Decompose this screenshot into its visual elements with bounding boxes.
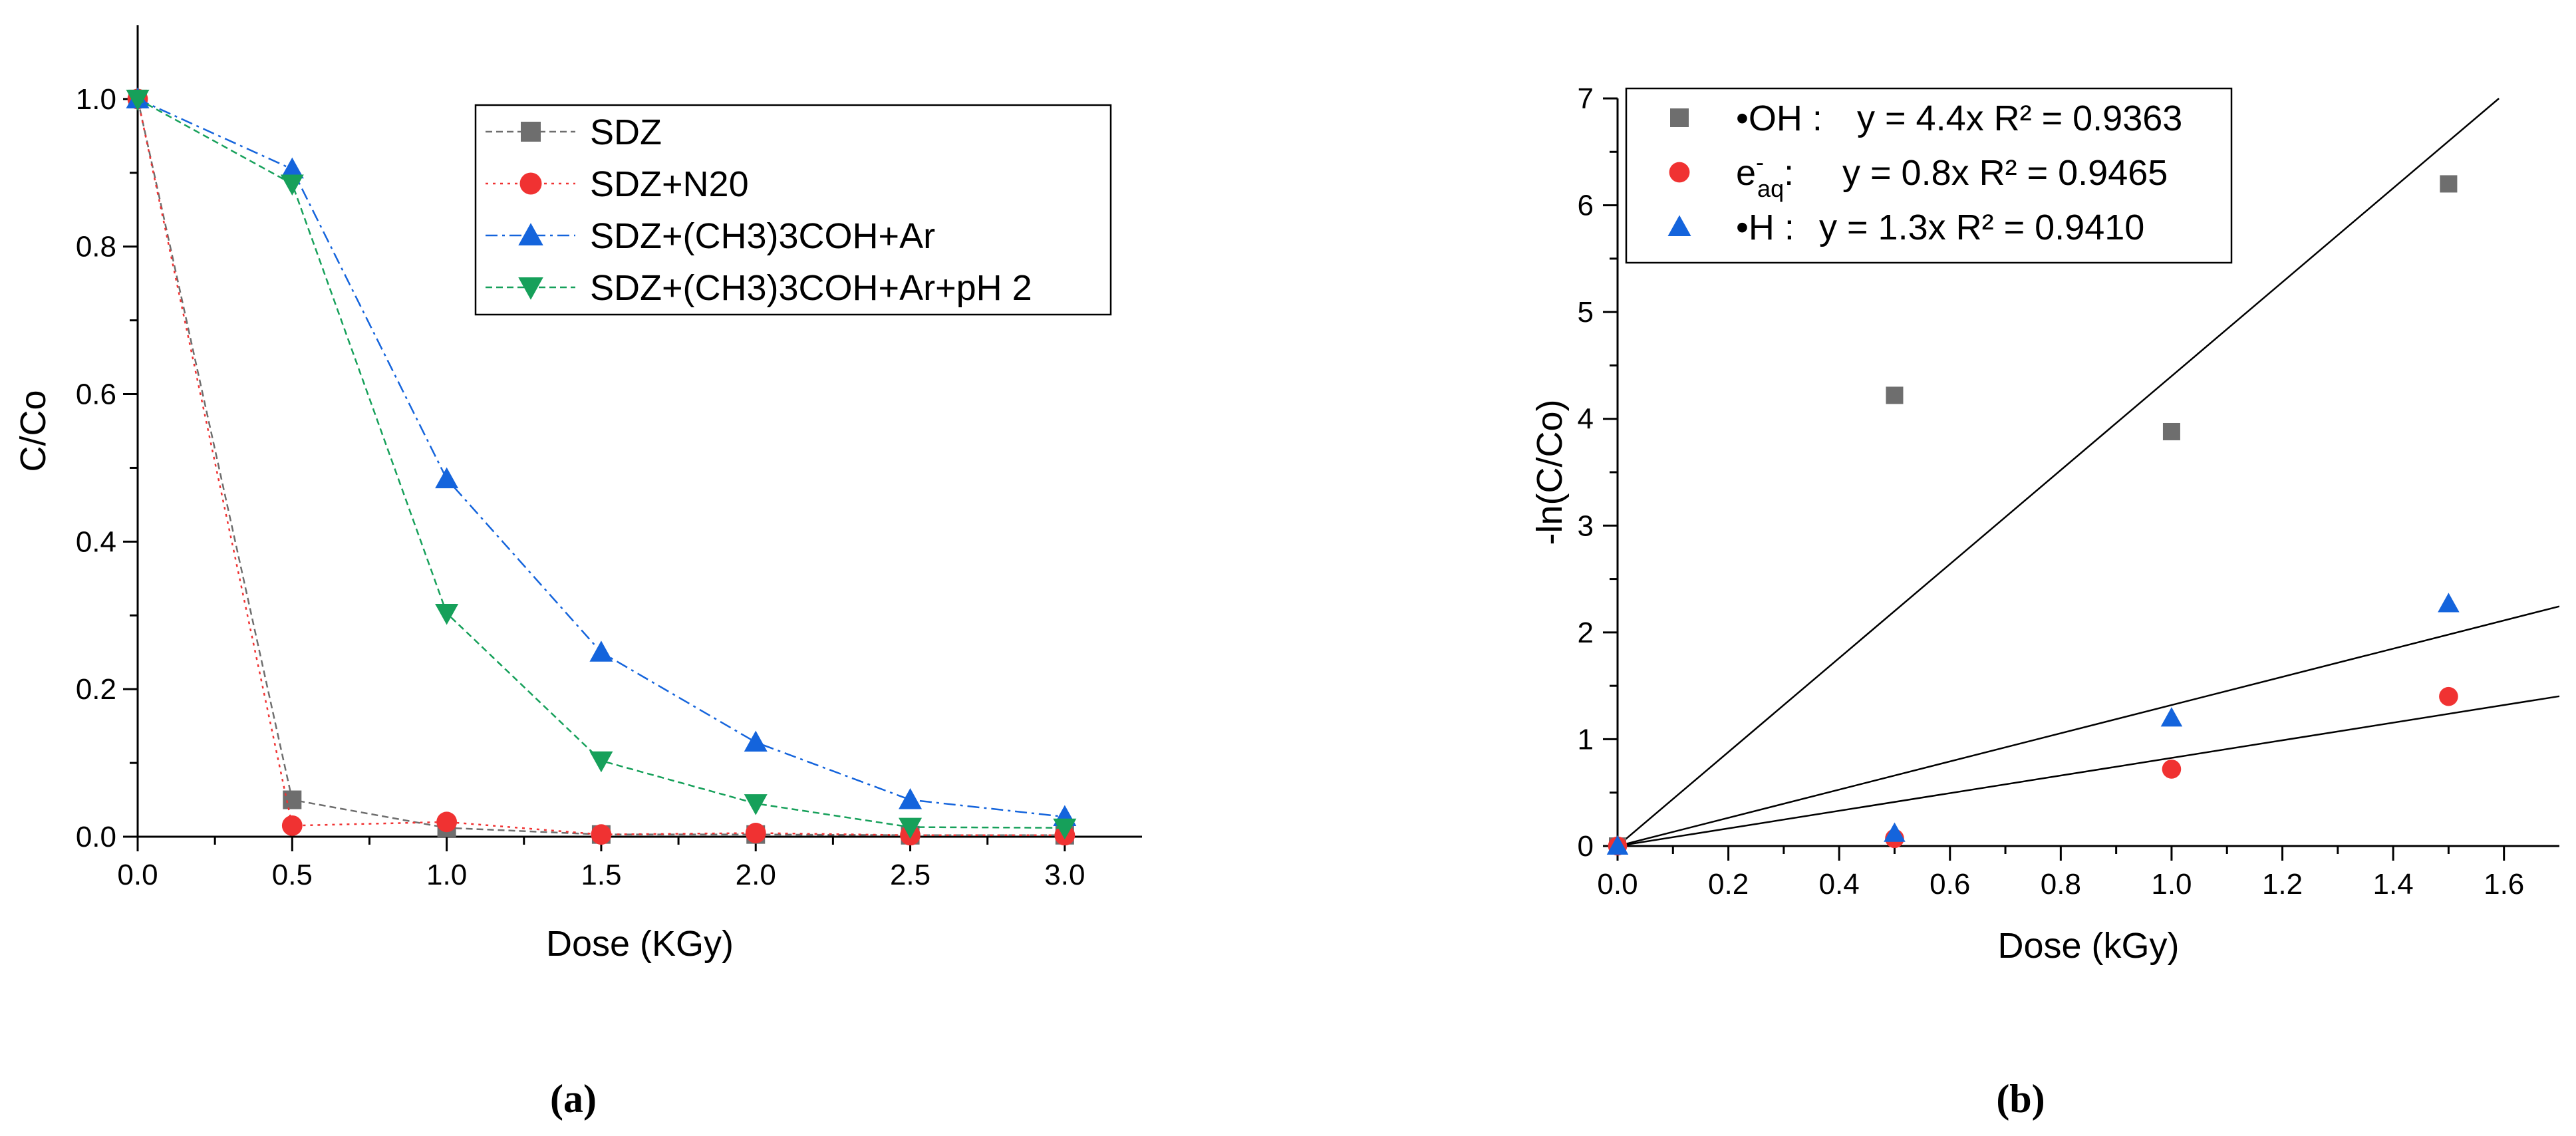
- x-tick-label: 2.5: [890, 859, 930, 891]
- data-point: [589, 640, 613, 662]
- data-point: [2439, 686, 2458, 706]
- data-point: [1606, 835, 1629, 855]
- x-tick-label: 0.0: [117, 859, 158, 891]
- data-point: [435, 467, 459, 489]
- data-point: [280, 174, 304, 196]
- data-point: [744, 794, 768, 815]
- legend-label: SDZ+(CH3)3COH+Ar+pH 2: [590, 268, 1032, 308]
- legend-box: [1625, 87, 2233, 264]
- y-tick-label: 1: [1578, 723, 1594, 756]
- y-tick-label: 0.6: [76, 378, 116, 411]
- y-tick-label: 6: [1578, 190, 1594, 222]
- x-axis-label: Dose (KGy): [546, 924, 734, 964]
- x-tick-label: 1.2: [2262, 868, 2303, 901]
- legend-label: •H :: [1736, 208, 1794, 247]
- data-point: [2438, 593, 2460, 613]
- y-tick-label: 1.0: [76, 83, 116, 116]
- data-point: [2162, 422, 2180, 440]
- legend-label: •OH :: [1736, 98, 1822, 138]
- y-tick-label: 7: [1578, 82, 1594, 115]
- legend-marker: [521, 122, 541, 142]
- legend-marker: [1670, 108, 1689, 127]
- legend-label-base: e: [1736, 153, 1756, 193]
- legend-marker: [519, 172, 542, 195]
- y-tick-label: 0.4: [76, 525, 116, 558]
- y-tick-label: 0.0: [76, 821, 116, 853]
- x-tick-label: 0.4: [1819, 868, 1860, 901]
- data-point: [589, 751, 613, 773]
- x-tick-label: 0.8: [2041, 868, 2081, 901]
- legend-label-colon: :: [1784, 153, 1794, 193]
- data-point: [899, 817, 923, 839]
- data-point: [2440, 175, 2458, 193]
- x-tick-label: 0.6: [1930, 868, 1970, 901]
- y-tick-label: 4: [1578, 403, 1594, 436]
- x-tick-label: 1.4: [2373, 868, 2414, 901]
- chart-panel-a: 0.0 0.5 1.0 1.5 2.0 2.5 3.0 0.0 0.2 0.4 0.6 0.8 1.0 D…: [13, 25, 1142, 1121]
- data-point: [1884, 822, 1906, 842]
- x-tick-label: 0.2: [1708, 868, 1749, 901]
- data-point: [281, 815, 303, 836]
- x-tick-label: 1.6: [2484, 868, 2524, 901]
- legend-label-subscript: aq: [1757, 175, 1784, 202]
- x-tick-label: 0.0: [1597, 868, 1638, 901]
- legend-marker: [1669, 162, 1690, 183]
- data-point: [745, 823, 766, 843]
- y-tick-label: 0.2: [76, 673, 116, 706]
- legend-label: SDZ+(CH3)3COH+Ar: [590, 216, 935, 256]
- y-tick-label: 3: [1578, 509, 1594, 542]
- legend-label: e-aq:: [1736, 148, 1794, 202]
- x-tick-label: 1.5: [581, 859, 621, 891]
- y-tick-label: 0.8: [76, 231, 116, 263]
- data-point: [126, 89, 150, 111]
- y-axis-label: C/Co: [13, 390, 53, 472]
- legend-fit-label: y = 0.8x R² = 0.9465: [1842, 153, 2168, 193]
- chart-panel-b: 0.0 0.2 0.4 0.6 0.8 1.0 1.2 1.4 1.6 0 1 2 3 4 5 6 7 Dose …: [1530, 82, 2560, 1121]
- data-point: [591, 824, 612, 845]
- panel-label: (a): [550, 1077, 597, 1121]
- data-point: [2162, 760, 2182, 779]
- legend-label: SDZ+N20: [590, 164, 749, 204]
- data-point: [280, 157, 304, 179]
- y-tick-label: 2: [1578, 617, 1594, 649]
- x-axis-label: Dose (kGy): [1997, 926, 2179, 966]
- legend-marker: [518, 223, 543, 245]
- data-point: [2160, 707, 2183, 727]
- x-tick-label: 2.0: [736, 859, 776, 891]
- x-tick-label: 0.5: [272, 859, 313, 891]
- legend-fit-label: y = 4.4x R² = 0.9363: [1857, 98, 2182, 138]
- y-tick-label: 0: [1578, 830, 1594, 863]
- data-point: [899, 788, 923, 809]
- legend-label: SDZ: [590, 112, 662, 152]
- data-point: [435, 603, 459, 625]
- fit-line: [1617, 98, 2500, 847]
- data-point: [1053, 818, 1077, 840]
- x-tick-label: 1.0: [2151, 868, 2192, 901]
- y-tick-label: 5: [1578, 296, 1594, 329]
- x-tick-label: 3.0: [1044, 859, 1085, 891]
- legend-fit-label: y = 1.3x R² = 0.9410: [1819, 208, 2144, 247]
- fit-line: [1617, 695, 2560, 847]
- y-axis-label: -ln(C/Co): [1530, 399, 1570, 545]
- legend-label-superscript: -: [1756, 148, 1764, 176]
- x-tick-label: 1.0: [426, 859, 467, 891]
- fit-line: [1617, 605, 2560, 847]
- panel-label: (b): [1996, 1077, 2045, 1121]
- legend-marker: [1667, 215, 1691, 236]
- legend-box: [474, 104, 1112, 316]
- data-point: [744, 730, 768, 752]
- legend-marker: [518, 277, 543, 300]
- data-point: [1886, 386, 1904, 404]
- data-point: [436, 811, 458, 833]
